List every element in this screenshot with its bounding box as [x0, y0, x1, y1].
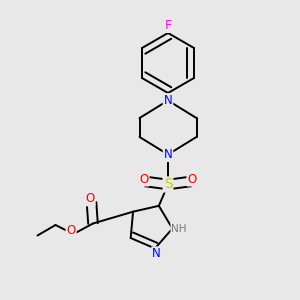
- Text: F: F: [164, 19, 172, 32]
- Text: N: N: [164, 148, 172, 161]
- Text: N: N: [152, 247, 161, 260]
- Text: O: O: [67, 224, 76, 237]
- Text: O: O: [85, 192, 94, 206]
- Text: N: N: [164, 94, 172, 107]
- Text: O: O: [140, 172, 148, 186]
- Text: S: S: [164, 178, 172, 191]
- Text: O: O: [188, 172, 196, 186]
- Text: NH: NH: [171, 224, 187, 233]
